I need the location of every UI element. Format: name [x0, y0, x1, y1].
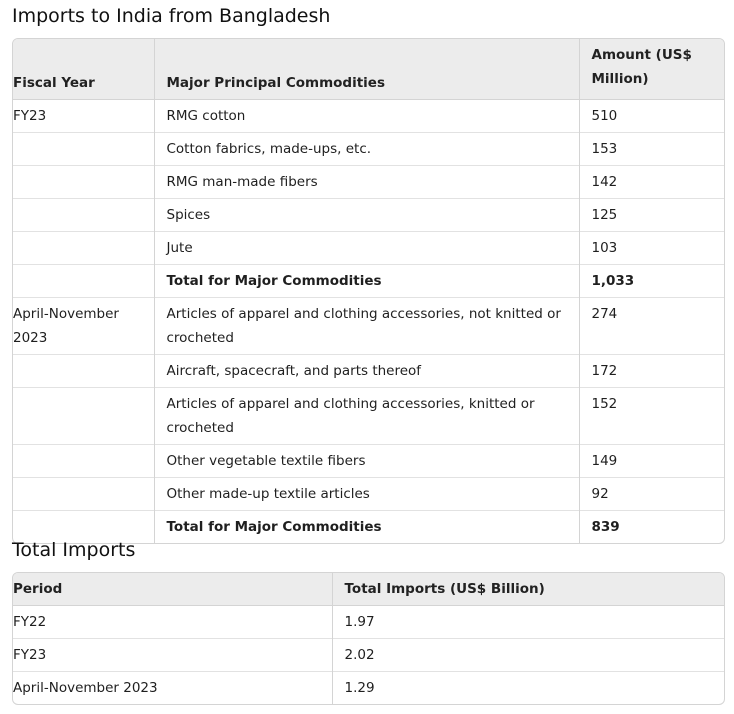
amount-cell: 149	[579, 444, 724, 478]
table-row: Jute 103	[13, 231, 724, 265]
fiscal-year-cell: April-November 2023	[13, 297, 155, 355]
amount-cell: 92	[579, 477, 724, 511]
commodity-cell: Articles of apparel and clothing accesso…	[154, 387, 580, 445]
period-cell: FY22	[13, 605, 333, 639]
table-row: April-November 2023 Articles of apparel a…	[13, 297, 724, 355]
header-total-imports: Total Imports (US$ Billion)	[332, 573, 724, 606]
table-row: April-November 2023 1.29	[13, 671, 724, 704]
total-imports-header-row: Period Total Imports (US$ Billion)	[13, 573, 724, 606]
total-imports-table-container: Period Total Imports (US$ Billion) FY22 1…	[12, 572, 725, 705]
amount-cell: 274	[579, 297, 724, 355]
header-period: Period	[13, 573, 333, 606]
amount-cell: 1,033	[579, 264, 724, 298]
fiscal-year-cell	[13, 477, 155, 511]
commodity-cell: Total for Major Commodities	[154, 264, 580, 298]
amount-cell: 103	[579, 231, 724, 265]
total-row: Total for Major Commodities 1,033	[13, 264, 724, 298]
amount-cell: 839	[579, 510, 724, 543]
fiscal-year-cell: FY23	[13, 99, 155, 133]
fiscal-year-cell	[13, 231, 155, 265]
table-row: Other made-up textile articles 92	[13, 477, 724, 511]
total-imports-cell: 2.02	[332, 638, 724, 672]
commodity-cell: Cotton fabrics, made-ups, etc.	[154, 132, 580, 166]
total-imports-cell: 1.29	[332, 671, 724, 704]
fiscal-year-cell	[13, 264, 155, 298]
fiscal-year-cell	[13, 132, 155, 166]
total-imports-table: Period Total Imports (US$ Billion) FY22 1…	[13, 573, 724, 704]
imports-section-title: Imports to India from Bangladesh	[12, 5, 331, 27]
fiscal-year-cell	[13, 198, 155, 232]
imports-table: Fiscal Year Major Principal Commodities …	[13, 39, 724, 543]
imports-table-body: FY23 RMG cotton 510 Cotton fabrics, made-up…	[13, 99, 724, 543]
table-row: Articles of apparel and clothing accesso…	[13, 387, 724, 445]
fiscal-year-cell	[13, 354, 155, 388]
commodity-cell: Other made-up textile articles	[154, 477, 580, 511]
fiscal-year-cell	[13, 510, 155, 543]
table-row: Spices 125	[13, 198, 724, 232]
imports-table-header-row: Fiscal Year Major Principal Commodities …	[13, 39, 724, 100]
fiscal-year-cell	[13, 444, 155, 478]
commodity-cell: Jute	[154, 231, 580, 265]
total-imports-section-title: Total Imports	[12, 539, 136, 561]
table-row: Aircraft, spacecraft, and parts thereof 1…	[13, 354, 724, 388]
commodity-cell: Articles of apparel and clothing accesso…	[154, 297, 580, 355]
header-amount: Amount (US$ Million)	[579, 39, 724, 100]
table-row: FY22 1.97	[13, 605, 724, 639]
amount-cell: 142	[579, 165, 724, 199]
header-major-commodities: Major Principal Commodities	[154, 39, 580, 100]
fiscal-year-cell	[13, 387, 155, 445]
commodity-cell: Aircraft, spacecraft, and parts thereof	[154, 354, 580, 388]
header-fiscal-year: Fiscal Year	[13, 39, 155, 100]
table-row: RMG man-made fibers 142	[13, 165, 724, 199]
period-cell: April-November 2023	[13, 671, 333, 704]
fiscal-year-cell	[13, 165, 155, 199]
table-row: FY23 2.02	[13, 638, 724, 672]
total-imports-cell: 1.97	[344, 614, 375, 630]
amount-cell: 152	[579, 387, 724, 445]
period-cell: FY23	[13, 638, 333, 672]
commodity-cell: Other vegetable textile fibers	[154, 444, 580, 478]
amount-cell: 153	[579, 132, 724, 166]
total-imports-table-body: FY22 1.97 FY23 2.02 April-November 2023 1.29	[13, 605, 724, 704]
amount-cell: 125	[579, 198, 724, 232]
amount-cell: 172	[579, 354, 724, 388]
table-row: Cotton fabrics, made-ups, etc. 153	[13, 132, 724, 166]
table-row: FY23 RMG cotton 510	[13, 99, 724, 133]
total-row: Total for Major Commodities 839	[13, 510, 724, 543]
amount-cell: 510	[591, 108, 618, 124]
commodity-cell: RMG cotton	[154, 99, 580, 133]
table-row: Other vegetable textile fibers 149	[13, 444, 724, 478]
commodity-cell: Spices	[154, 198, 580, 232]
commodity-cell: RMG man-made fibers	[154, 165, 580, 199]
imports-table-container: Fiscal Year Major Principal Commodities …	[12, 38, 725, 544]
commodity-cell: Total for Major Commodities	[154, 510, 580, 543]
